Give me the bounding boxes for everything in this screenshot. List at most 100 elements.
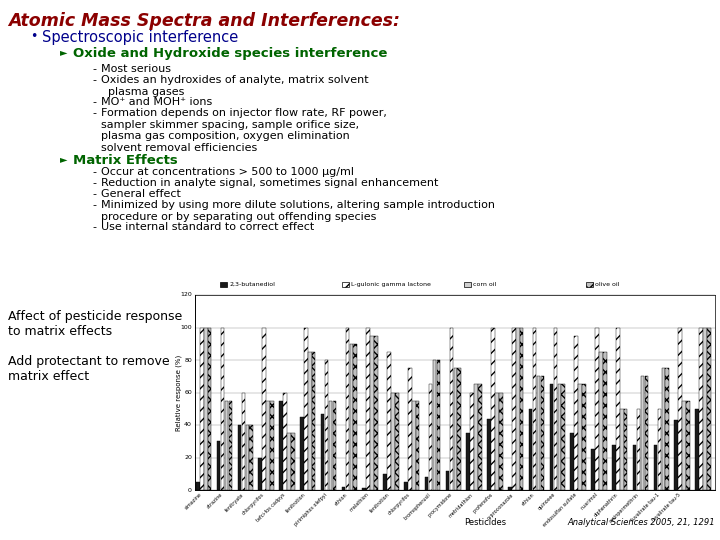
Text: Matrix Effects: Matrix Effects xyxy=(73,154,178,167)
Text: -: - xyxy=(92,222,96,232)
Text: 60: 60 xyxy=(184,390,192,395)
Bar xyxy=(279,401,283,490)
Text: procymidone: procymidone xyxy=(426,492,453,518)
Bar xyxy=(662,368,665,490)
Text: MO⁺ and MOH⁺ ions: MO⁺ and MOH⁺ ions xyxy=(101,97,212,107)
Text: -: - xyxy=(92,200,96,210)
Text: metridathion: metridathion xyxy=(447,492,474,518)
Bar xyxy=(686,401,690,490)
Bar xyxy=(562,384,565,490)
Text: 100: 100 xyxy=(181,325,192,330)
Bar xyxy=(220,282,227,287)
Bar xyxy=(654,444,657,490)
Bar xyxy=(470,393,474,490)
Bar xyxy=(416,401,420,490)
Bar xyxy=(499,393,503,490)
Bar xyxy=(395,393,399,490)
Text: Relative response (%): Relative response (%) xyxy=(176,354,182,430)
Bar xyxy=(446,470,449,490)
Bar xyxy=(200,327,204,490)
Bar xyxy=(478,384,482,490)
Bar xyxy=(250,425,253,490)
Text: fenitrotion: fenitrotion xyxy=(285,492,307,514)
Bar xyxy=(616,327,619,490)
Text: fuvalirate tau-5: fuvalirate tau-5 xyxy=(651,492,682,523)
Bar xyxy=(308,352,312,490)
Text: pirimiphos olefpyi: pirimiphos olefpyi xyxy=(293,492,328,526)
Bar xyxy=(578,384,582,490)
Bar xyxy=(541,376,544,490)
Text: -: - xyxy=(92,75,96,85)
Bar xyxy=(620,409,624,490)
Bar xyxy=(196,482,199,490)
Text: 0: 0 xyxy=(188,488,192,492)
Bar xyxy=(707,327,711,490)
Bar xyxy=(612,444,616,490)
Bar xyxy=(325,360,328,490)
Bar xyxy=(354,344,357,490)
Bar xyxy=(349,344,353,490)
Bar xyxy=(665,368,669,490)
Bar xyxy=(570,433,574,490)
Bar xyxy=(238,425,241,490)
Bar xyxy=(383,474,387,490)
Bar xyxy=(225,401,228,490)
Text: Oxides an hydroxides of analyte, matrix solvent
  plasma gases: Oxides an hydroxides of analyte, matrix … xyxy=(101,75,369,97)
Text: Formation depends on injector flow rate, RF power,
sampler skimmer spacing, samp: Formation depends on injector flow rate,… xyxy=(101,108,387,153)
Text: General effect: General effect xyxy=(101,189,181,199)
Text: L-gulonic gamma lactone: L-gulonic gamma lactone xyxy=(351,282,431,287)
Bar xyxy=(370,336,374,490)
Bar xyxy=(675,420,678,490)
Bar xyxy=(487,418,491,490)
Text: Occur at concentrations > 500 to 1000 μg/ml: Occur at concentrations > 500 to 1000 μg… xyxy=(101,167,354,177)
Bar xyxy=(258,457,262,490)
Text: fenitrotion: fenitrotion xyxy=(369,492,390,514)
Text: Use internal standard to correct effect: Use internal standard to correct effect xyxy=(101,222,314,232)
Bar xyxy=(366,327,370,490)
Text: cyproconazole: cyproconazole xyxy=(487,492,515,521)
Bar xyxy=(425,477,428,490)
Text: chlorpyrifos: chlorpyrifos xyxy=(387,492,411,516)
Bar xyxy=(699,327,703,490)
Bar xyxy=(591,449,595,490)
Bar xyxy=(683,401,686,490)
Bar xyxy=(283,393,287,490)
Bar xyxy=(270,401,274,490)
Bar xyxy=(195,295,715,490)
Text: 20: 20 xyxy=(184,455,192,460)
Text: simazine: simazine xyxy=(184,492,203,511)
Bar xyxy=(374,336,378,490)
Text: Affect of pesticide response
to matrix effects: Affect of pesticide response to matrix e… xyxy=(8,310,182,338)
Bar xyxy=(287,433,291,490)
Bar xyxy=(636,409,640,490)
Bar xyxy=(304,327,307,490)
Bar xyxy=(321,414,325,490)
Bar xyxy=(516,327,520,490)
Text: atrazine: atrazine xyxy=(206,492,224,510)
Text: fuvalirate tau-1: fuvalirate tau-1 xyxy=(630,492,661,523)
Bar xyxy=(437,360,440,490)
Bar xyxy=(242,393,245,490)
Bar xyxy=(586,282,593,287)
Text: -: - xyxy=(92,178,96,188)
Text: 40: 40 xyxy=(184,422,192,428)
Bar xyxy=(491,327,495,490)
Text: Minimized by using more dilute solutions, altering sample introduction
procedure: Minimized by using more dilute solutions… xyxy=(101,200,495,221)
Bar xyxy=(641,376,644,490)
Bar xyxy=(262,327,266,490)
Bar xyxy=(312,352,315,490)
Bar xyxy=(204,327,207,490)
Bar xyxy=(603,352,607,490)
Text: Most serious: Most serious xyxy=(101,64,171,74)
Text: diphenathrin: diphenathrin xyxy=(593,492,619,518)
Text: -: - xyxy=(92,189,96,199)
Bar xyxy=(549,384,553,490)
Text: malathion: malathion xyxy=(348,492,369,513)
Bar xyxy=(362,488,366,490)
Bar xyxy=(703,327,707,490)
Bar xyxy=(208,327,212,490)
Bar xyxy=(346,327,349,490)
Bar xyxy=(644,376,648,490)
Text: ►: ► xyxy=(60,154,68,164)
Bar xyxy=(300,417,304,490)
